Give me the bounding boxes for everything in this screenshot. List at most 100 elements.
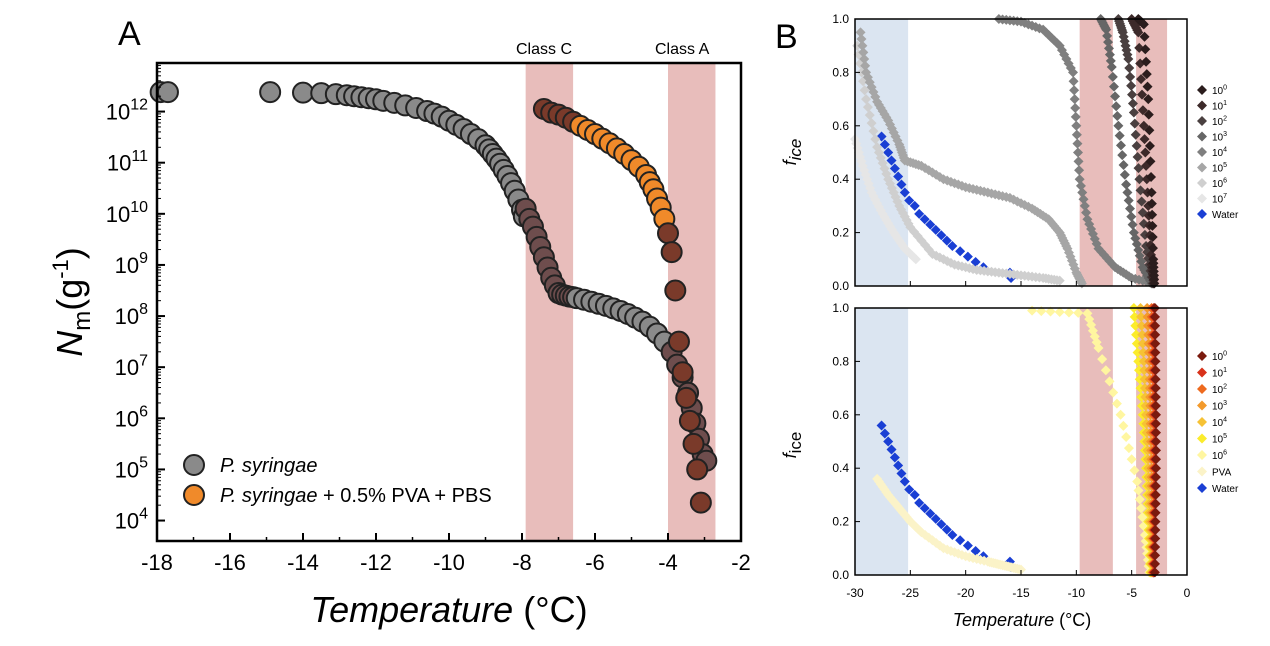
y-tick-label-exp: 8 [139, 301, 148, 318]
data-point [1126, 454, 1137, 465]
legend-label-105-base: 10 [1212, 435, 1224, 446]
data-point [1146, 198, 1157, 209]
legend-marker-water [1197, 209, 1207, 219]
legend-label-pva-base: PVA [1212, 468, 1232, 479]
data-point [860, 60, 871, 71]
data-point [1129, 311, 1140, 322]
legend-marker-101 [1197, 367, 1207, 378]
legend-label-105: 105 [1212, 433, 1227, 446]
data-point [1151, 454, 1162, 465]
legend-label-100: 100 [1212, 351, 1227, 364]
data-point [1106, 62, 1117, 73]
data-point [259, 81, 282, 104]
data-point [1151, 445, 1162, 456]
panel-b-bottom-series [872, 303, 1162, 578]
series-10-2 [1113, 14, 1158, 289]
data-point [868, 126, 879, 137]
data-point [962, 540, 973, 551]
legend-label-100-exp: 0 [1223, 351, 1227, 358]
data-point [1110, 91, 1121, 102]
legend-label-101-exp: 1 [1223, 367, 1227, 374]
data-point [1133, 356, 1144, 367]
legend-label-106: 106 [1212, 450, 1227, 463]
data-point [1123, 443, 1134, 454]
legend-marker-100 [1197, 85, 1207, 95]
x-tick-label: -10 [433, 550, 465, 575]
legend-label-p-syringae-pva-rest: + 0.5% PVA + PBS [317, 485, 491, 507]
data-point [1140, 147, 1151, 158]
data-point [1122, 187, 1133, 198]
data-point [936, 519, 947, 530]
data-point [893, 171, 904, 182]
data-point [1045, 306, 1056, 317]
data-point [1133, 163, 1144, 174]
data-point [1027, 305, 1038, 316]
data-point [1114, 130, 1125, 141]
data-point [1150, 329, 1161, 340]
y-tick-label-exp: 10 [130, 199, 148, 216]
data-point [682, 432, 705, 455]
panel-b-bottom-y-title: fice [780, 432, 805, 459]
legend-label-p-syringae-pva-italic: P. syringae [220, 485, 317, 507]
data-point [671, 361, 694, 384]
y-tick-label: 106 [115, 403, 148, 431]
legend-label-103-base: 10 [1212, 402, 1224, 413]
legend-marker-104 [1197, 147, 1207, 157]
series-p-syringae-0-5-pva-pbs [532, 98, 712, 514]
data-point [914, 208, 925, 219]
x-tick-label: -4 [658, 550, 678, 575]
y-tick-label-base: 10 [115, 457, 139, 482]
data-point [1115, 140, 1126, 151]
data-point [883, 147, 894, 158]
data-point [1127, 98, 1138, 109]
legend-label-100-base: 10 [1212, 86, 1224, 97]
data-point [1126, 211, 1137, 222]
x-tick-label: 0 [1184, 586, 1191, 600]
panel-a-y-title-sub: m [69, 311, 96, 331]
data-point [899, 187, 910, 198]
data-point [1034, 23, 1045, 34]
legend-marker-p-syringae [183, 454, 205, 476]
legend-label-103: 103 [1212, 400, 1227, 413]
data-point [1133, 485, 1144, 496]
data-point [1097, 354, 1108, 365]
data-point [1072, 138, 1083, 149]
panel-a-y-title-main: N [49, 330, 90, 357]
band-label-class-a: Class A [655, 41, 710, 58]
data-point [1054, 307, 1065, 318]
legend-label-105-exp: 5 [1223, 162, 1227, 169]
legend-label-103-exp: 3 [1223, 400, 1227, 407]
data-point [1150, 507, 1161, 518]
data-point [1136, 320, 1147, 331]
legend-label-pva: PVA [1212, 468, 1232, 479]
data-point [930, 224, 941, 235]
data-point [1104, 49, 1115, 60]
data-point [1061, 54, 1072, 65]
data-point [1151, 418, 1162, 429]
legend-marker-107 [1197, 193, 1207, 204]
legend-label-106: 106 [1212, 178, 1227, 191]
data-point [947, 240, 958, 251]
data-point [896, 468, 907, 479]
data-point [689, 491, 712, 514]
legend-marker-100 [1197, 351, 1207, 361]
data-point [893, 460, 904, 471]
data-point [919, 214, 930, 225]
panel-a-x-title: Temperature (°C) [310, 589, 587, 630]
data-point [866, 118, 877, 129]
data-point [1125, 71, 1136, 82]
data-point [930, 513, 941, 524]
data-point [936, 230, 947, 241]
legend-marker-102 [1197, 384, 1207, 394]
legend-label-103: 103 [1212, 131, 1227, 144]
legend-marker-102 [1197, 116, 1207, 126]
y-tick-label-exp: 11 [131, 148, 148, 165]
data-point [1119, 169, 1130, 180]
panel-b-x-title: Temperature (°C) [953, 610, 1092, 630]
data-point [1147, 243, 1158, 254]
data-point [1140, 44, 1151, 55]
legend-marker-104 [1197, 417, 1207, 427]
data-point [1074, 165, 1085, 176]
panel-a-y-title-close: ) [49, 247, 90, 259]
